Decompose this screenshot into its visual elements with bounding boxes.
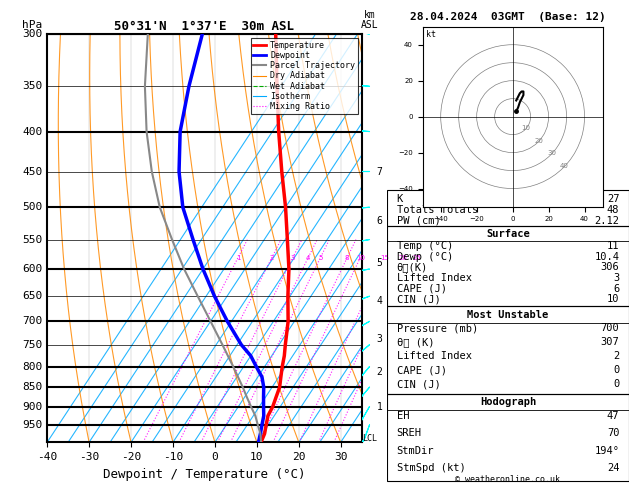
Text: 900: 900 [22,401,43,412]
Text: Most Unstable: Most Unstable [467,310,548,320]
Text: 400: 400 [22,126,43,137]
Text: Lifted Index: Lifted Index [396,273,472,283]
Text: Temp (°C): Temp (°C) [396,241,453,251]
Text: 4: 4 [306,255,310,260]
Text: 2: 2 [270,255,274,260]
Text: 10: 10 [521,124,530,131]
Text: ASL: ASL [360,20,379,30]
Text: 750: 750 [22,340,43,350]
Text: SREH: SREH [396,428,421,438]
Text: 10: 10 [607,295,620,305]
Text: hPa: hPa [22,20,43,30]
Text: 3: 3 [377,334,382,344]
Text: 70: 70 [607,428,620,438]
Text: StmSpd (kt): StmSpd (kt) [396,463,465,473]
Text: CIN (J): CIN (J) [396,295,440,305]
Text: 3: 3 [613,273,620,283]
Bar [387,190,629,226]
Text: 450: 450 [22,167,43,176]
Text: 10.4: 10.4 [594,252,620,262]
Text: 800: 800 [22,362,43,372]
Text: 6: 6 [377,215,382,226]
Text: 2: 2 [377,366,382,377]
Text: kt: kt [426,30,437,39]
Text: StmDir: StmDir [396,446,434,455]
Text: 2.12: 2.12 [594,215,620,226]
Text: 0: 0 [613,365,620,375]
Text: θᴁ(K): θᴁ(K) [396,262,428,273]
Text: CIN (J): CIN (J) [396,379,440,389]
Text: 1: 1 [236,255,240,260]
Text: PW (cm): PW (cm) [396,215,440,226]
Text: 11: 11 [607,241,620,251]
Text: Dewp (°C): Dewp (°C) [396,252,453,262]
Text: © weatheronline.co.uk: © weatheronline.co.uk [455,474,560,484]
Text: 500: 500 [22,202,43,212]
Text: 1: 1 [377,401,382,412]
Text: 30: 30 [547,151,556,156]
Legend: Temperature, Dewpoint, Parcel Trajectory, Dry Adiabat, Wet Adiabat, Isotherm, Mi: Temperature, Dewpoint, Parcel Trajectory… [251,38,357,114]
Text: 3: 3 [291,255,295,260]
Text: 20: 20 [534,138,543,143]
Text: 0: 0 [613,379,620,389]
Text: 27: 27 [607,193,620,204]
Text: Pressure (mb): Pressure (mb) [396,323,478,333]
Text: θᴁ (K): θᴁ (K) [396,337,434,347]
Text: 306: 306 [601,262,620,273]
Text: Hodograph: Hodograph [480,398,536,407]
Text: 47: 47 [607,411,620,420]
Text: 194°: 194° [594,446,620,455]
Text: 300: 300 [22,29,43,39]
Text: 48: 48 [607,205,620,215]
Text: LCL: LCL [362,434,377,443]
Text: EH: EH [396,411,409,420]
Text: 20: 20 [399,255,408,260]
Text: 700: 700 [601,323,620,333]
Text: 950: 950 [22,420,43,430]
Text: 2: 2 [613,351,620,361]
Text: Surface: Surface [486,229,530,239]
Text: 25: 25 [413,255,422,260]
Text: 600: 600 [22,264,43,274]
Text: Totals Totals: Totals Totals [396,205,478,215]
Bar [387,306,629,394]
Text: 5: 5 [377,259,382,268]
Text: 700: 700 [22,316,43,326]
Text: 7: 7 [377,167,382,176]
Text: 4: 4 [377,296,382,306]
Text: 15: 15 [381,255,389,260]
Text: 40: 40 [560,163,569,170]
X-axis label: Dewpoint / Temperature (°C): Dewpoint / Temperature (°C) [103,468,306,481]
Text: 28.04.2024  03GMT  (Base: 12): 28.04.2024 03GMT (Base: 12) [410,12,606,22]
Text: 850: 850 [22,382,43,392]
Text: 307: 307 [601,337,620,347]
Text: Lifted Index: Lifted Index [396,351,472,361]
Text: 6: 6 [613,284,620,294]
Text: CAPE (J): CAPE (J) [396,365,447,375]
Bar [387,226,629,306]
Text: 10: 10 [356,255,365,260]
Text: 5: 5 [318,255,323,260]
Text: 8: 8 [345,255,350,260]
Title: 50°31'N  1°37'E  30m ASL: 50°31'N 1°37'E 30m ASL [114,20,294,33]
Text: CAPE (J): CAPE (J) [396,284,447,294]
Text: K: K [396,193,403,204]
Text: 650: 650 [22,291,43,301]
Bar [387,394,629,481]
Text: 24: 24 [607,463,620,473]
Text: km: km [364,10,376,20]
Text: 550: 550 [22,235,43,244]
Text: 350: 350 [22,81,43,91]
